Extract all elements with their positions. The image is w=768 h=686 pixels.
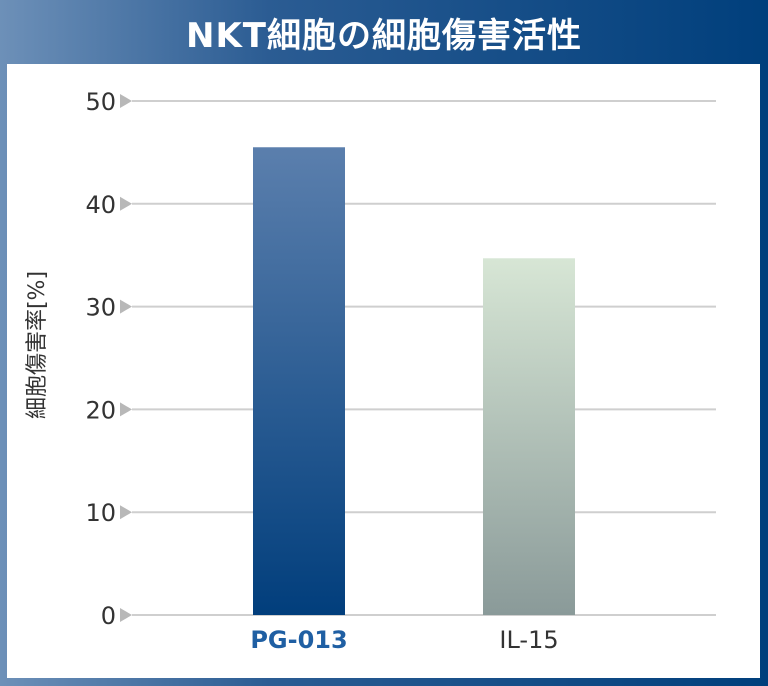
y-tick-label-50: 50	[85, 88, 116, 116]
tick-marker-50	[120, 94, 132, 108]
tick-marker-10	[120, 505, 132, 520]
bar-pg-013	[253, 147, 345, 615]
chart-panel	[7, 64, 760, 678]
y-tick-label-40: 40	[85, 191, 116, 219]
y-tick-label-10: 10	[85, 499, 116, 527]
tick-marker-0	[120, 608, 132, 622]
y-tick-label-0: 0	[101, 602, 116, 630]
y-tick-label-30: 30	[85, 294, 116, 322]
y-axis-label: 細胞傷害率[%]	[25, 271, 50, 419]
x-category-label-il-15: IL-15	[499, 626, 558, 654]
y-tick-label-20: 20	[85, 396, 116, 424]
tick-marker-40	[120, 196, 132, 211]
tick-marker-30	[120, 299, 132, 314]
x-category-label-pg-013: PG-013	[250, 626, 347, 654]
tick-marker-20	[120, 402, 132, 417]
bar-il-15	[483, 258, 575, 615]
chart-title: NKT細胞の細胞傷害活性	[186, 15, 582, 56]
